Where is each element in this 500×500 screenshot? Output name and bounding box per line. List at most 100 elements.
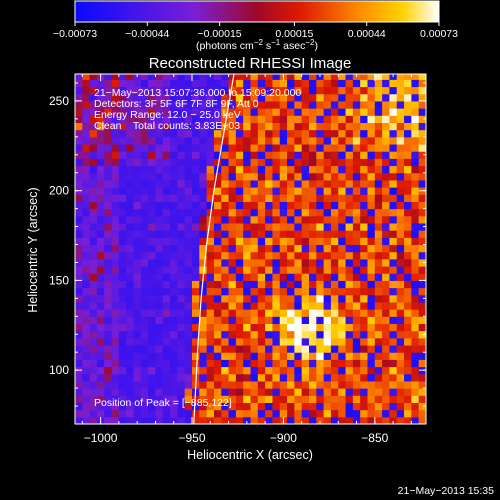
heatmap-cell (118, 409, 127, 418)
heatmap-cell (133, 373, 142, 382)
heatmap-cell (323, 151, 332, 159)
heatmap-cell (352, 366, 361, 375)
heatmap-cell (294, 301, 303, 310)
heatmap-cell (148, 345, 156, 353)
heatmap-cell (301, 187, 310, 195)
heatmap-cell (104, 373, 112, 382)
heatmap-cell (118, 287, 127, 296)
heatmap-cell (148, 294, 156, 303)
heatmap-cell (250, 402, 259, 411)
heatmap-cell (309, 416, 317, 424)
heatmap-cell (243, 287, 251, 296)
heatmap-cell (111, 380, 120, 389)
heatmap-cell (411, 158, 420, 167)
heatmap-cell (177, 215, 186, 224)
heatmap-cell (104, 388, 112, 396)
heatmap-cell (228, 337, 237, 346)
heatmap-cell (111, 373, 120, 382)
heatmap-cell (170, 266, 178, 274)
heatmap-cell (82, 222, 91, 231)
heatmap-cell (287, 215, 295, 224)
heatmap-cell (404, 179, 412, 188)
heatmap-cell (367, 179, 376, 188)
heatmap-cell (374, 258, 383, 267)
heatmap-cell (221, 359, 229, 368)
heatmap-cell (221, 380, 229, 389)
heatmap-cell (404, 115, 412, 123)
heatmap-cell (118, 115, 127, 123)
heatmap-cell (243, 244, 251, 253)
heatmap-cell (272, 287, 281, 296)
heatmap-cell (162, 330, 171, 339)
heatmap-cell (330, 158, 339, 167)
heatmap-cell (316, 108, 325, 116)
heatmap-cell (140, 136, 149, 145)
heatmap-cell (89, 129, 98, 138)
heatmap-cell (309, 194, 317, 202)
heatmap-cell (396, 251, 405, 260)
heatmap-cell (279, 380, 288, 389)
heatmap-cell (133, 129, 142, 138)
heatmap-cell (294, 323, 303, 332)
heatmap-cell (228, 359, 237, 368)
heatmap-cell (279, 86, 288, 95)
heatmap-cell (162, 266, 171, 274)
heatmap-cell (170, 144, 178, 152)
heatmap-cell (206, 244, 215, 253)
heatmap-cell (199, 93, 208, 102)
heatmap-cell (162, 237, 171, 246)
heatmap-cell (199, 352, 208, 360)
heatmap-cell (404, 86, 412, 95)
heatmap-cell (213, 266, 222, 274)
heatmap-cell (345, 151, 354, 159)
heatmap-cell (367, 79, 376, 88)
heatmap-cell (404, 287, 412, 296)
heatmap-cell (374, 402, 383, 411)
heatmap-cell (287, 151, 295, 159)
heatmap-cell (389, 337, 398, 346)
heatmap-cell (118, 316, 127, 325)
heatmap-cell (382, 416, 390, 424)
heatmap-cell (221, 273, 229, 281)
heatmap-cell (82, 409, 91, 418)
heatmap-cell (75, 208, 83, 217)
heatmap-cell (170, 122, 178, 131)
heatmap-cell (338, 208, 346, 217)
heatmap-cell (309, 380, 317, 389)
heatmap-cell (374, 280, 383, 289)
heatmap-cell (338, 280, 346, 289)
heatmap-cell (352, 179, 361, 188)
heatmap-cell (184, 158, 193, 167)
heatmap-cell (206, 144, 215, 152)
heatmap-cell (250, 359, 259, 368)
heatmap-cell (118, 122, 127, 131)
heatmap-cell (265, 100, 273, 109)
heatmap-cell (82, 373, 91, 382)
heatmap-cell (177, 287, 186, 296)
heatmap-cell (330, 258, 339, 267)
heatmap-cell (96, 165, 105, 174)
heatmap-cell (389, 409, 398, 418)
heatmap-cell (360, 187, 368, 195)
heatmap-cell (396, 337, 405, 346)
heatmap-cell (162, 402, 171, 411)
heatmap-cell (250, 122, 259, 131)
heatmap-cell (126, 93, 134, 102)
heatmap-cell (206, 380, 215, 389)
heatmap-cell (294, 287, 303, 296)
heatmap-cell (382, 100, 390, 109)
heatmap-cell (338, 237, 346, 246)
heatmap-cell (396, 380, 405, 389)
heatmap-cell (301, 337, 310, 346)
heatmap-cell (111, 172, 120, 181)
heatmap-cell (323, 366, 332, 375)
heatmap-cell (235, 330, 244, 339)
heatmap-cell (301, 416, 310, 424)
heatmap-cell (294, 187, 303, 195)
heatmap-cell (235, 129, 244, 138)
x-tick-label: −950 (178, 431, 205, 445)
heatmap-cell (235, 366, 244, 375)
heatmap-cell (148, 388, 156, 396)
heatmap-cell (206, 409, 215, 418)
heatmap-cell (75, 388, 83, 396)
